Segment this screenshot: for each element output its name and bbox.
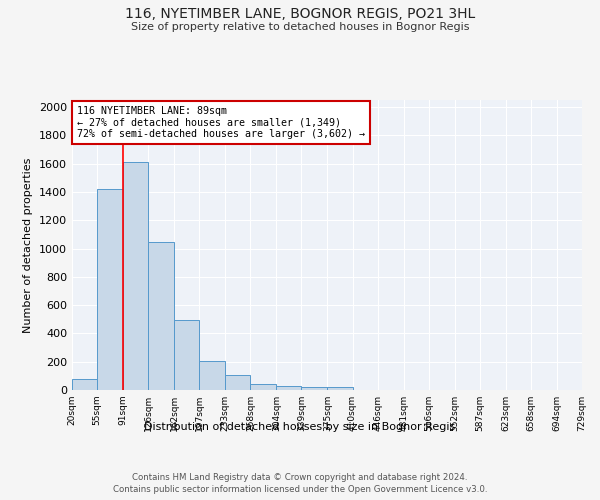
Bar: [199, 361, 225, 390]
Text: 116, NYETIMBER LANE, BOGNOR REGIS, PO21 3HL: 116, NYETIMBER LANE, BOGNOR REGIS, PO21 …: [125, 8, 475, 22]
Bar: [328, 388, 353, 390]
Bar: [148, 242, 174, 390]
Text: Contains HM Land Registry data © Crown copyright and database right 2024.: Contains HM Land Registry data © Crown c…: [132, 472, 468, 482]
Y-axis label: Number of detached properties: Number of detached properties: [23, 158, 34, 332]
Text: Size of property relative to detached houses in Bognor Regis: Size of property relative to detached ho…: [131, 22, 469, 32]
Bar: [123, 162, 148, 390]
Bar: [225, 375, 250, 390]
Bar: [72, 378, 97, 390]
Bar: [250, 384, 276, 390]
Text: 116 NYETIMBER LANE: 89sqm
← 27% of detached houses are smaller (1,349)
72% of se: 116 NYETIMBER LANE: 89sqm ← 27% of detac…: [77, 106, 365, 139]
Bar: [276, 386, 301, 390]
Text: Distribution of detached houses by size in Bognor Regis: Distribution of detached houses by size …: [145, 422, 455, 432]
Text: Contains public sector information licensed under the Open Government Licence v3: Contains public sector information licen…: [113, 485, 487, 494]
Bar: [174, 320, 199, 390]
Bar: [301, 387, 328, 390]
Bar: [97, 189, 123, 390]
